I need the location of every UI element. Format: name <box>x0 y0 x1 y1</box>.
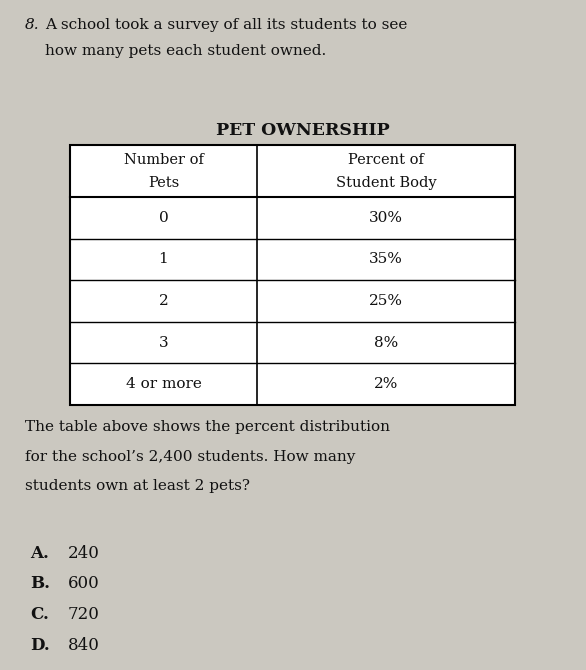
Text: The table above shows the percent distribution: The table above shows the percent distri… <box>25 420 390 434</box>
Text: students own at least 2 pets?: students own at least 2 pets? <box>25 479 250 493</box>
Text: 720: 720 <box>68 606 100 623</box>
Text: 3: 3 <box>159 336 168 350</box>
Text: PET OWNERSHIP: PET OWNERSHIP <box>216 122 390 139</box>
Text: 600: 600 <box>68 576 100 592</box>
Text: how many pets each student owned.: how many pets each student owned. <box>45 44 326 58</box>
Text: Pets: Pets <box>148 176 179 190</box>
Text: 1: 1 <box>159 253 168 267</box>
Text: Number of: Number of <box>124 153 203 167</box>
Text: A.: A. <box>30 545 49 562</box>
Text: A school took a survey of all its students to see: A school took a survey of all its studen… <box>45 18 407 32</box>
Text: Percent of: Percent of <box>348 153 424 167</box>
Text: Student Body: Student Body <box>336 176 436 190</box>
Text: 30%: 30% <box>369 211 403 225</box>
Text: for the school’s 2,400 students. How many: for the school’s 2,400 students. How man… <box>25 450 355 464</box>
Text: 840: 840 <box>68 636 100 653</box>
Bar <box>70 145 515 405</box>
Text: B.: B. <box>30 576 50 592</box>
Text: 240: 240 <box>68 545 100 562</box>
Text: 25%: 25% <box>369 294 403 308</box>
Text: 35%: 35% <box>369 253 403 267</box>
Text: 8%: 8% <box>374 336 398 350</box>
Text: 2%: 2% <box>374 377 398 391</box>
Text: 8.: 8. <box>25 18 40 32</box>
Text: C.: C. <box>30 606 49 623</box>
Text: 2: 2 <box>159 294 168 308</box>
Text: D.: D. <box>30 636 50 653</box>
Text: 4 or more: 4 or more <box>125 377 202 391</box>
Text: 0: 0 <box>159 211 168 225</box>
